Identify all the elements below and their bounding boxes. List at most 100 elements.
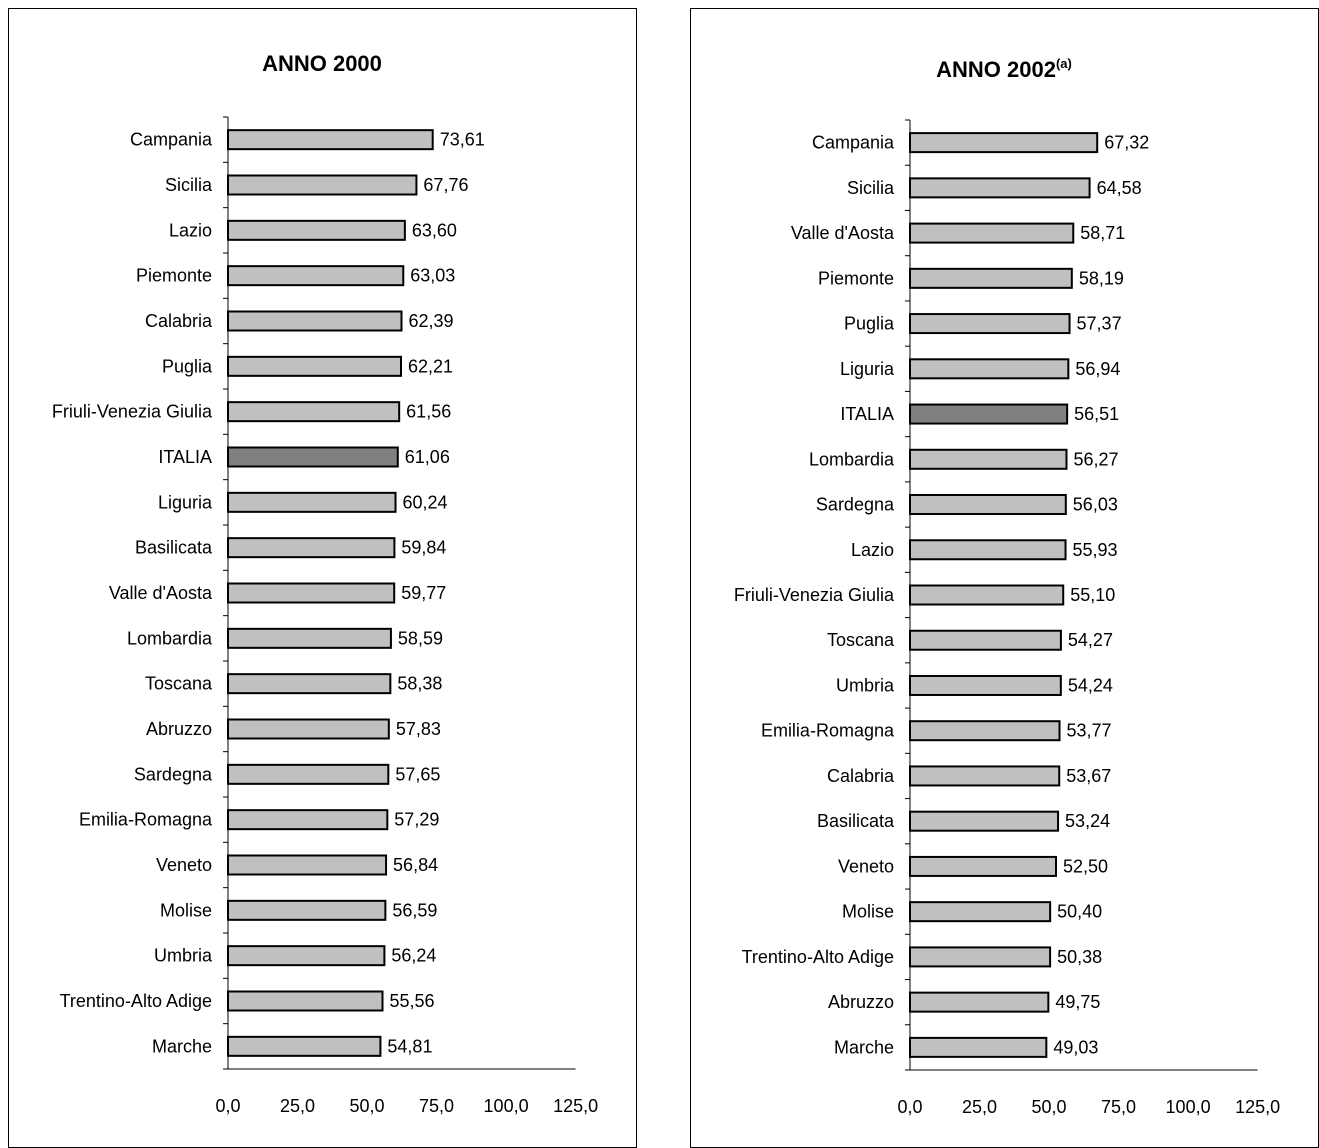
bar [227,265,405,287]
data-label: 56,51 [1074,404,1119,424]
bar [909,901,1052,923]
data-label: 60,24 [403,492,448,512]
x-tick-label: 100,0 [1166,1097,1211,1117]
category-label: Basilicata [817,811,895,831]
category-label: Campania [812,133,895,153]
chart-svg-2000: ANNO 2000 Campania 73,61 Sicilia 67,76 Lazio 6… [52,51,598,1116]
bar [227,355,402,377]
chart-title: ANNO 2000 [262,51,382,76]
category-label: Lazio [169,220,212,240]
data-label: 56,59 [392,900,437,920]
data-label: 57,65 [395,764,440,784]
data-label: 57,29 [394,810,439,830]
bar [227,854,388,876]
data-label: 59,84 [401,538,446,558]
category-label: Sicilia [165,175,213,195]
chart-title: ANNO 2002(a) [936,56,1072,82]
category-label: Marche [834,1037,894,1057]
data-label: 56,03 [1073,495,1118,515]
data-label: 63,60 [412,220,457,240]
category-label: Sicilia [847,178,895,198]
data-label: 52,50 [1063,856,1108,876]
data-label: 56,94 [1075,359,1120,379]
x-tick-label: 75,0 [1101,1097,1136,1117]
category-label: Liguria [840,359,895,379]
bar [909,674,1062,696]
bar [909,267,1073,289]
category-label: Abruzzo [828,992,894,1012]
data-label: 62,21 [408,356,453,376]
data-label: 58,71 [1080,223,1125,243]
data-label: 58,38 [397,674,442,694]
bar-highlight [909,403,1069,425]
bar [909,855,1057,877]
chart-title-text: ANNO 2000 [262,51,382,76]
data-label: 57,83 [396,719,441,739]
bar [227,401,401,423]
data-label: 55,93 [1073,540,1118,560]
bar [909,539,1067,561]
x-tick-label: 25,0 [280,1096,315,1116]
category-label: Campania [130,130,213,150]
data-label: 58,19 [1079,268,1124,288]
data-label: 50,40 [1057,902,1102,922]
x-tick-label: 100,0 [484,1096,529,1116]
x-tick-label: 0,0 [215,1096,240,1116]
bar [909,991,1050,1013]
bar [227,491,397,513]
bar [227,899,387,921]
bar [227,310,403,332]
category-label: ITALIA [840,404,894,424]
data-label: 64,58 [1097,178,1142,198]
chart-svg-2002: ANNO 2002(a) Campania 67,32 Sicilia 64,58 Val… [734,56,1280,1117]
data-label: 61,06 [405,447,450,467]
bar [909,448,1068,470]
category-label: Piemonte [818,268,894,288]
bar [909,720,1061,742]
bar [227,174,418,196]
category-label: Veneto [156,855,212,875]
category-label: Trentino-Alto Adige [742,947,894,967]
category-label: Toscana [827,630,895,650]
data-label: 56,27 [1073,449,1118,469]
bar [909,222,1075,244]
category-label: Molise [842,902,894,922]
bar [909,132,1099,154]
category-label: ITALIA [158,447,212,467]
chart-panel-2000: ANNO 2000 Campania 73,61 Sicilia 67,76 Lazio 6… [8,8,637,1148]
bar [909,584,1065,606]
category-label: Lombardia [127,628,213,648]
data-label: 67,32 [1104,133,1149,153]
bar [227,945,386,967]
category-label: Trentino-Alto Adige [60,991,212,1011]
data-label: 55,10 [1070,585,1115,605]
data-label: 56,84 [393,855,438,875]
data-label: 67,76 [423,175,468,195]
bar [909,946,1052,968]
bar [227,537,396,559]
x-tick-label: 25,0 [962,1097,997,1117]
data-label: 49,03 [1053,1037,1098,1057]
category-label: Puglia [162,356,213,376]
category-label: Veneto [838,856,894,876]
chart-title-text: ANNO 2002 [936,57,1056,82]
category-label: Umbria [836,675,895,695]
bar [227,582,396,604]
data-label: 49,75 [1055,992,1100,1012]
category-label: Toscana [145,674,213,694]
x-tick-label: 125,0 [1235,1097,1280,1117]
category-label: Umbria [154,946,213,966]
chart-title-superscript: (a) [1056,56,1072,71]
bar [227,990,384,1012]
bar [909,765,1061,787]
category-label: Friuli-Venezia Giulia [52,402,213,422]
data-label: 58,59 [398,628,443,648]
data-label: 56,24 [391,946,436,966]
bar [227,718,390,740]
data-label: 53,67 [1066,766,1111,786]
category-label: Emilia-Romagna [79,810,213,830]
data-label: 50,38 [1057,947,1102,967]
category-label: Valle d'Aosta [791,223,895,243]
bar [227,763,390,785]
x-tick-label: 75,0 [419,1096,454,1116]
